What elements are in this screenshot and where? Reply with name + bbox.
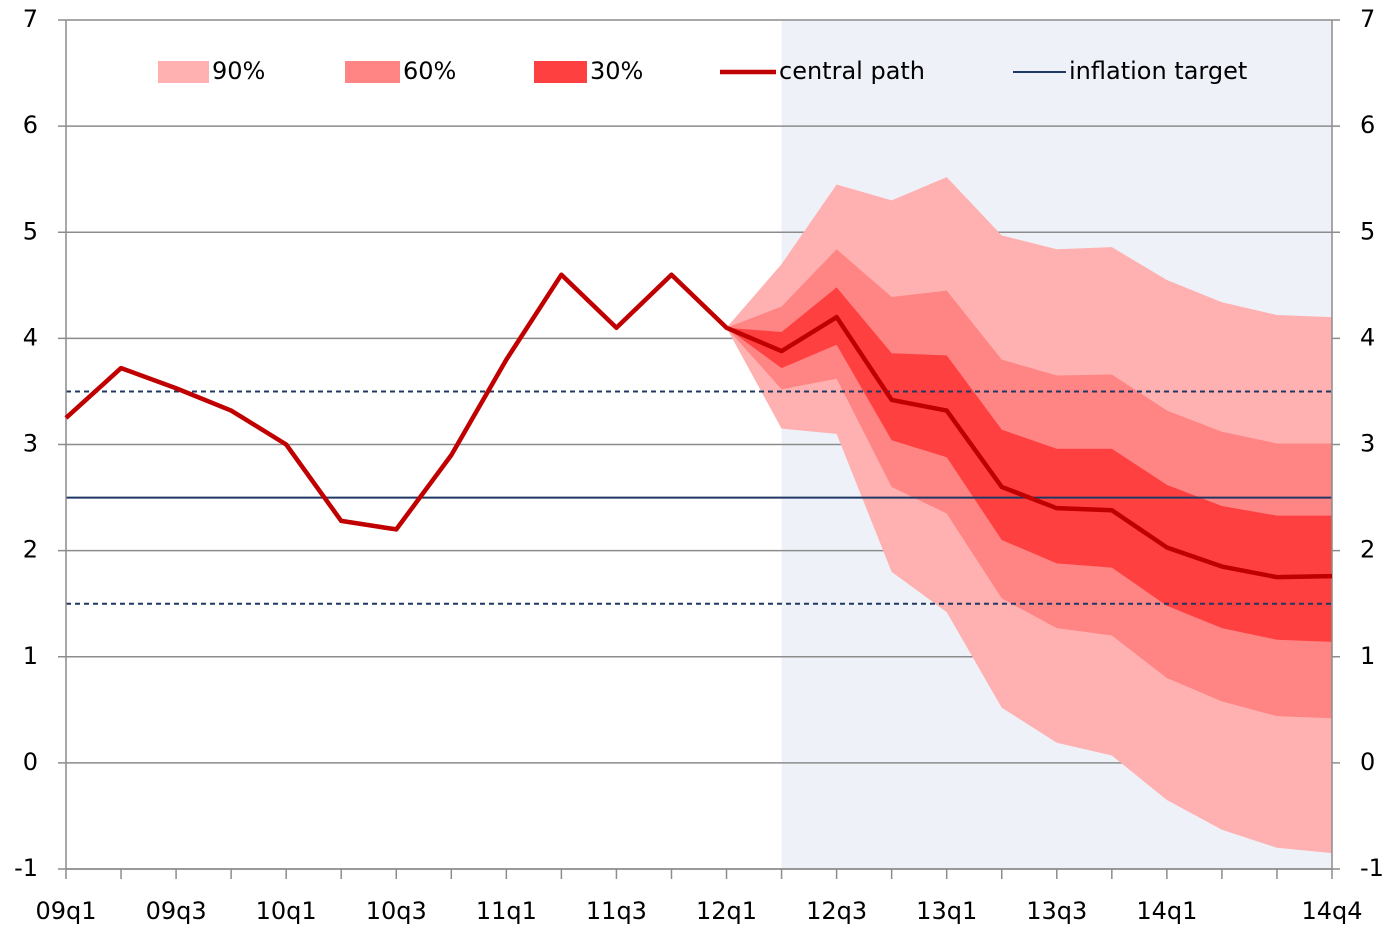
- y-tick-label: 3: [23, 430, 38, 458]
- legend-label: 90%: [212, 57, 265, 85]
- legend-label: inflation target: [1069, 57, 1247, 85]
- legend-swatch: [158, 61, 209, 83]
- legend-label: 30%: [590, 57, 643, 85]
- x-tick-label: 09q1: [35, 897, 96, 925]
- y-tick-label: 4: [23, 323, 38, 351]
- y2-tick-label: 5: [1360, 217, 1375, 245]
- legend-swatch: [534, 61, 587, 83]
- y2-tick-label: 3: [1360, 430, 1375, 458]
- y2-tick-label: 0: [1360, 748, 1375, 776]
- y2-tick-label: 4: [1360, 323, 1375, 351]
- y-tick-label: 7: [23, 5, 38, 33]
- y-tick-label: 6: [23, 111, 38, 139]
- legend-label: central path: [779, 57, 925, 85]
- x-tick-label: 13q1: [916, 897, 977, 925]
- legend-label: 60%: [403, 57, 456, 85]
- x-tick-label: 12q3: [806, 897, 867, 925]
- x-tick-label: 14q1: [1136, 897, 1197, 925]
- y2-tick-label: -1: [1360, 854, 1384, 882]
- y2-tick-label: 2: [1360, 536, 1375, 564]
- y2-tick-label: 7: [1360, 5, 1375, 33]
- x-tick-label: 10q3: [366, 897, 427, 925]
- x-tick-label: 10q1: [256, 897, 317, 925]
- x-tick-label: 11q3: [586, 897, 647, 925]
- y-tick-label: 1: [23, 642, 38, 670]
- y2-tick-label: 1: [1360, 642, 1375, 670]
- y-tick-label: 5: [23, 217, 38, 245]
- legend-swatch: [345, 61, 400, 83]
- y-tick-label: 0: [23, 748, 38, 776]
- x-tick-label: 13q3: [1026, 897, 1087, 925]
- x-tick-label: 14q4: [1301, 897, 1362, 925]
- x-tick-label: 09q3: [146, 897, 207, 925]
- y-tick-label: -1: [14, 854, 38, 882]
- line: [64, 272, 1333, 580]
- x-tick-label: 11q1: [476, 897, 537, 925]
- y-tick-label: 2: [23, 536, 38, 564]
- y2-tick-label: 6: [1360, 111, 1375, 139]
- x-tick-label: 12q1: [696, 897, 757, 925]
